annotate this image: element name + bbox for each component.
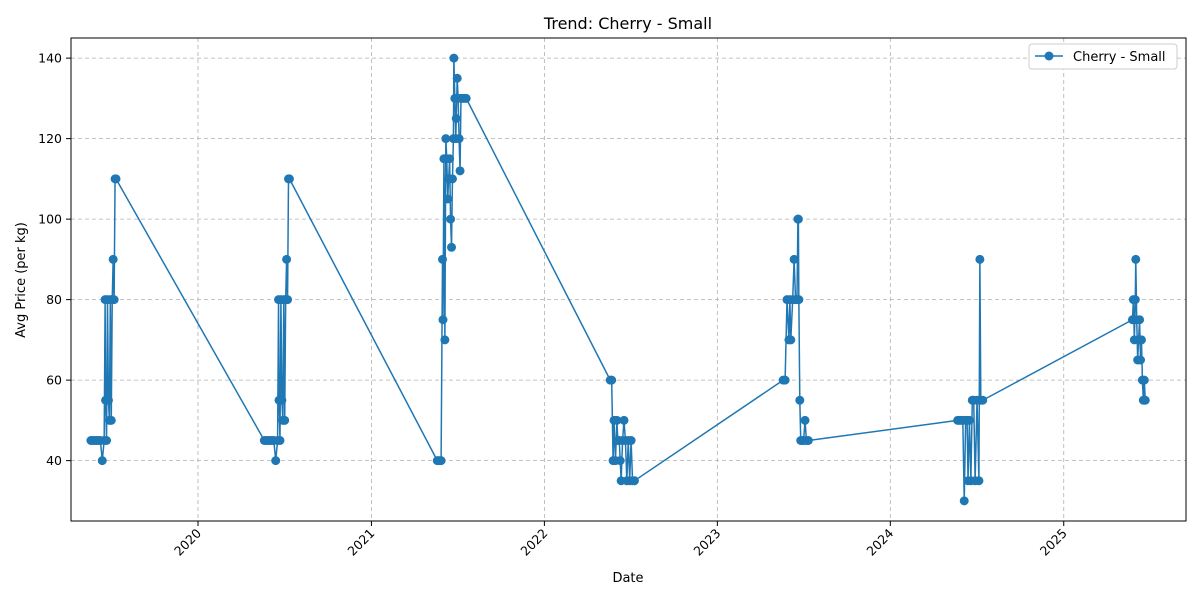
- data-point: [1139, 375, 1149, 385]
- data-point: [964, 415, 974, 425]
- data-point: [109, 295, 119, 305]
- data-point: [607, 375, 617, 385]
- data-point: [447, 174, 457, 184]
- data-point: [275, 436, 285, 445]
- data-point: [284, 174, 294, 184]
- data-point: [271, 456, 281, 466]
- data-point: [280, 415, 290, 425]
- data-point: [1136, 355, 1146, 365]
- legend-label: Cherry - Small: [1073, 50, 1166, 65]
- data-point: [102, 436, 112, 445]
- data-point: [795, 395, 805, 405]
- data-point: [103, 395, 113, 405]
- data-point: [461, 93, 471, 103]
- y-axis: 40 60 80 100 120 140: [38, 51, 71, 468]
- legend-box: [1028, 43, 1178, 70]
- legend: Cherry - Small: [1028, 43, 1178, 70]
- data-point: [283, 295, 293, 305]
- y-tick-label: 140: [38, 51, 62, 66]
- series-layer: [86, 53, 1150, 506]
- data-point: [959, 496, 969, 506]
- data-point: [975, 254, 985, 264]
- data-point: [438, 254, 448, 264]
- data-point: [786, 335, 796, 345]
- data-point: [282, 254, 292, 264]
- data-point: [438, 315, 448, 325]
- data-point: [446, 214, 456, 224]
- data-point: [800, 415, 810, 425]
- y-tick-label: 60: [46, 373, 62, 388]
- data-point: [1130, 295, 1140, 305]
- data-point: [97, 456, 107, 466]
- data-point: [780, 375, 790, 385]
- data-point: [454, 134, 464, 144]
- data-point: [793, 214, 803, 224]
- data-point: [277, 395, 287, 405]
- data-point: [108, 254, 118, 264]
- data-point: [449, 53, 459, 63]
- data-point: [111, 174, 121, 184]
- data-point: [455, 166, 465, 176]
- data-point: [452, 73, 462, 83]
- data-point: [619, 415, 629, 425]
- data-point: [451, 114, 461, 123]
- data-point: [1131, 254, 1141, 264]
- data-point: [1140, 395, 1150, 405]
- chart-title: Trend: Cherry - Small: [543, 14, 712, 33]
- data-point: [978, 395, 988, 405]
- data-point: [447, 242, 457, 252]
- grid: [71, 38, 1186, 521]
- data-point: [440, 335, 450, 345]
- data-point: [445, 154, 455, 164]
- plot-frame: [70, 37, 1187, 522]
- data-point: [626, 436, 636, 445]
- y-tick-label: 40: [46, 453, 62, 468]
- data-point: [789, 254, 799, 264]
- legend-marker: [1044, 51, 1054, 61]
- data-point: [441, 134, 451, 144]
- data-point: [974, 476, 984, 486]
- data-point: [612, 415, 622, 425]
- data-point: [106, 415, 116, 425]
- y-axis-label: Avg Price (per kg): [14, 222, 29, 338]
- y-tick-label: 120: [38, 131, 62, 146]
- x-axis-label: Date: [612, 571, 643, 586]
- data-point: [615, 456, 625, 466]
- data-point: [803, 436, 813, 445]
- data-point: [1136, 335, 1146, 345]
- data-point: [443, 194, 453, 204]
- data-point: [629, 476, 639, 486]
- y-tick-label: 100: [38, 212, 62, 227]
- data-point: [794, 295, 804, 305]
- data-point: [1135, 315, 1145, 325]
- y-tick-label: 80: [46, 292, 62, 307]
- data-point: [436, 456, 446, 466]
